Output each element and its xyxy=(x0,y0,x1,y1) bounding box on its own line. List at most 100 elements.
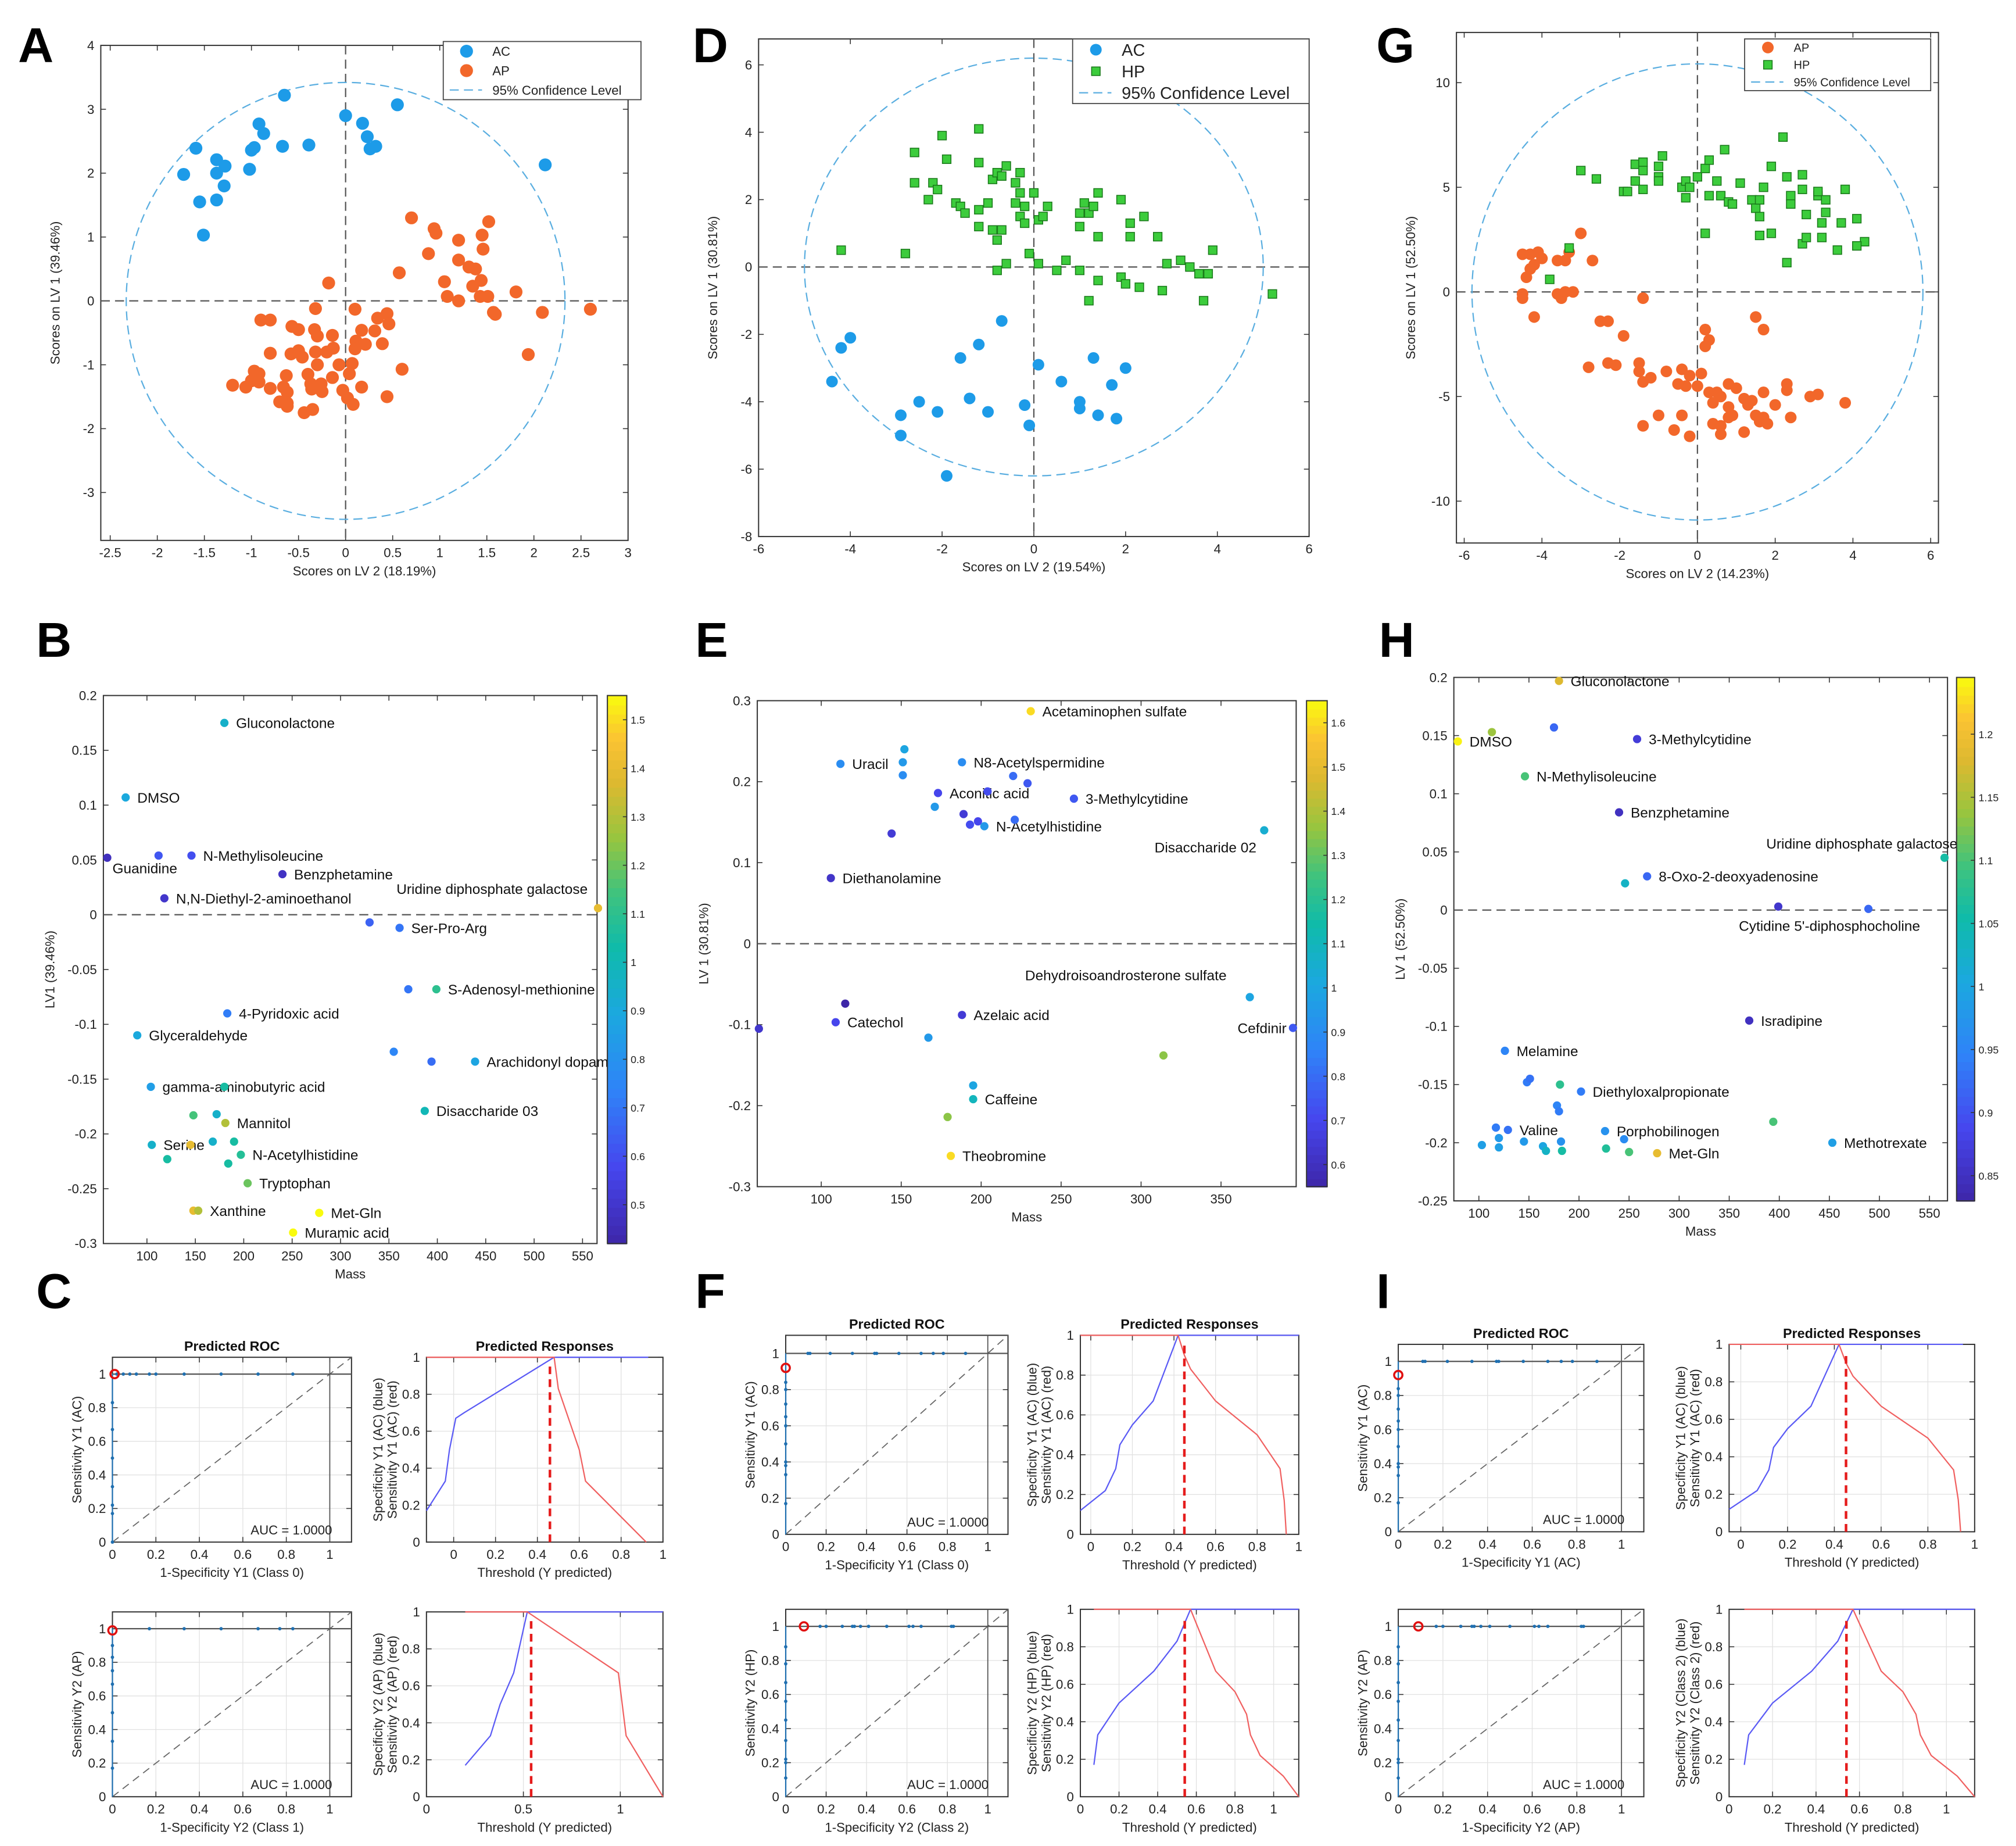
metabolite-point xyxy=(1495,1133,1503,1143)
data-point-AP xyxy=(306,403,320,416)
y-tick-label: -10 xyxy=(1431,494,1450,509)
chart-panel-5: 100 150 200 250 300 350 400 450 500 550 -0.25 -0.2 -… xyxy=(1393,670,1999,1239)
metabolite-label: Met-Gln xyxy=(1668,1146,1719,1162)
colorbar-segment xyxy=(1306,757,1327,767)
confidence-ellipse xyxy=(1471,63,1924,521)
metabolite-label: Tryptophan xyxy=(259,1176,331,1192)
y-tick-label: 0.4 xyxy=(1374,1457,1392,1471)
x-tick-label: 350 xyxy=(1211,1192,1232,1207)
x-axis-label: Mass xyxy=(335,1267,366,1282)
data-point-AP xyxy=(452,294,465,307)
metabolite-point xyxy=(1577,1087,1585,1096)
x-tick-label: 0.8 xyxy=(939,1802,957,1816)
data-point-AC xyxy=(460,44,473,58)
data-point-HP xyxy=(1015,188,1025,198)
data-point-AC xyxy=(913,396,925,408)
data-point-AP xyxy=(348,342,362,356)
x-tick-label: 0 xyxy=(782,1802,789,1816)
colorbar-segment xyxy=(607,1125,627,1135)
colorbar-segment xyxy=(1956,904,1975,914)
x-tick-label: 1 xyxy=(1618,1537,1625,1551)
colorbar-segment xyxy=(1306,935,1327,945)
colorbar-segment xyxy=(1306,741,1327,750)
metabolite-label: S-Adenosyl-methionine xyxy=(448,982,595,998)
y-tick-label: -0.3 xyxy=(729,1179,751,1194)
roc-point xyxy=(1459,1625,1463,1628)
metabolite-label: Melamine xyxy=(1517,1044,1578,1060)
legend-label: 95% Confidence Level xyxy=(492,83,621,98)
metabolite-point xyxy=(1026,707,1035,715)
chart-panel-15: 0 0.2 0.4 0.6 0.8 1 0 0.2 0.4 0.6 0.8 1 Threshold (Y… xyxy=(1674,1326,1978,1570)
x-tick-label: 0.2 xyxy=(1778,1537,1796,1551)
metabolite-point xyxy=(1769,1117,1778,1126)
data-point-HP xyxy=(1852,214,1862,224)
data-point-HP xyxy=(1093,188,1103,198)
legend-label: AC xyxy=(1122,41,1145,60)
data-point-AP xyxy=(460,64,473,77)
metabolite-label: DMSO xyxy=(1470,734,1512,750)
data-point-AC xyxy=(996,315,1008,327)
colorbar-segment xyxy=(1306,919,1327,929)
metabolite-point xyxy=(223,1009,232,1018)
data-point-AP xyxy=(254,313,267,327)
metabolite-point xyxy=(1260,826,1269,835)
x-tick-label: 0.8 xyxy=(612,1547,630,1562)
data-point-AC xyxy=(835,342,847,354)
x-tick-label: -2 xyxy=(152,546,163,560)
data-point-HP xyxy=(1782,172,1792,182)
colorbar-tick-label: 1.6 xyxy=(1331,717,1345,729)
colorbar-segment xyxy=(1956,782,1975,792)
y-tick-label: 1 xyxy=(1385,1354,1392,1369)
y-tick-label: 0.6 xyxy=(1705,1677,1723,1692)
metabolite-label: Catechol xyxy=(847,1015,904,1031)
x-tick-label: 300 xyxy=(1668,1206,1690,1221)
y-tick-label: 1 xyxy=(1385,1619,1392,1634)
data-point-AC xyxy=(844,332,857,344)
metabolite-point xyxy=(1940,853,1949,862)
metabolite-point xyxy=(1526,1074,1534,1083)
roc-point xyxy=(1396,1419,1400,1423)
x-tick-label: 0.5 xyxy=(514,1802,532,1816)
data-point-HP xyxy=(1038,212,1048,221)
data-point-AC xyxy=(1106,379,1118,391)
data-point-AP xyxy=(1750,311,1762,323)
metabolite-point xyxy=(189,1111,198,1119)
colorbar-segment xyxy=(1956,790,1975,800)
x-tick-label: 0.2 xyxy=(147,1802,165,1816)
x-tick-label: 0.4 xyxy=(858,1802,876,1816)
plot-frame xyxy=(1080,1335,1299,1535)
data-point-HP xyxy=(1162,259,1172,269)
metabolite-point xyxy=(1556,1080,1564,1089)
colorbar-segment xyxy=(1956,808,1975,818)
chart-panel-11: 0 0.2 0.4 0.6 0.8 1 0 0.2 0.4 0.6 0.8 1 Threshold (Y… xyxy=(1025,1316,1302,1572)
metabolite-point xyxy=(1453,737,1462,746)
metabolite-label: N,N-Diethyl-2-aminoethanol xyxy=(176,891,352,907)
metabolite-point xyxy=(103,853,112,862)
colorbar-segment xyxy=(607,1061,627,1071)
metabolite-point xyxy=(836,760,845,768)
data-point-HP xyxy=(1052,266,1062,276)
x-axis-label: 1-Specificity Y1 (Class 0) xyxy=(825,1558,969,1572)
data-point-HP xyxy=(941,154,952,164)
colorbar: 0.5 0.6 0.7 0.8 0.9 1 1.1 1.2 1.3 1.4 1.5 xyxy=(607,695,645,1244)
roc-point xyxy=(858,1625,862,1628)
data-point-AP xyxy=(1757,387,1770,399)
metabolite-label: Guanidine xyxy=(112,861,177,877)
data-point-AP xyxy=(1516,292,1528,305)
data-point-AP xyxy=(429,227,443,240)
data-point-AP xyxy=(1761,418,1774,430)
colorbar-segment xyxy=(1306,773,1327,783)
roc-point xyxy=(875,1351,879,1355)
y-tick-label: 0.4 xyxy=(761,1722,779,1736)
colorbar-segment xyxy=(1956,1175,1975,1185)
y-tick-label: 6 xyxy=(745,58,752,72)
metabolite-label: Arachidonyl dopami xyxy=(487,1054,612,1070)
colorbar-segment xyxy=(607,878,627,888)
metabolite-point xyxy=(973,817,982,826)
data-point-HP xyxy=(1704,155,1714,165)
y-axis-label: Specificity Y2 (AP) (blue) xyxy=(371,1633,385,1776)
metabolite-label: Mannitol xyxy=(237,1116,291,1132)
metabolite-point xyxy=(186,1140,195,1149)
metabolite-label: gamma-aminobutyric acid xyxy=(163,1080,325,1096)
